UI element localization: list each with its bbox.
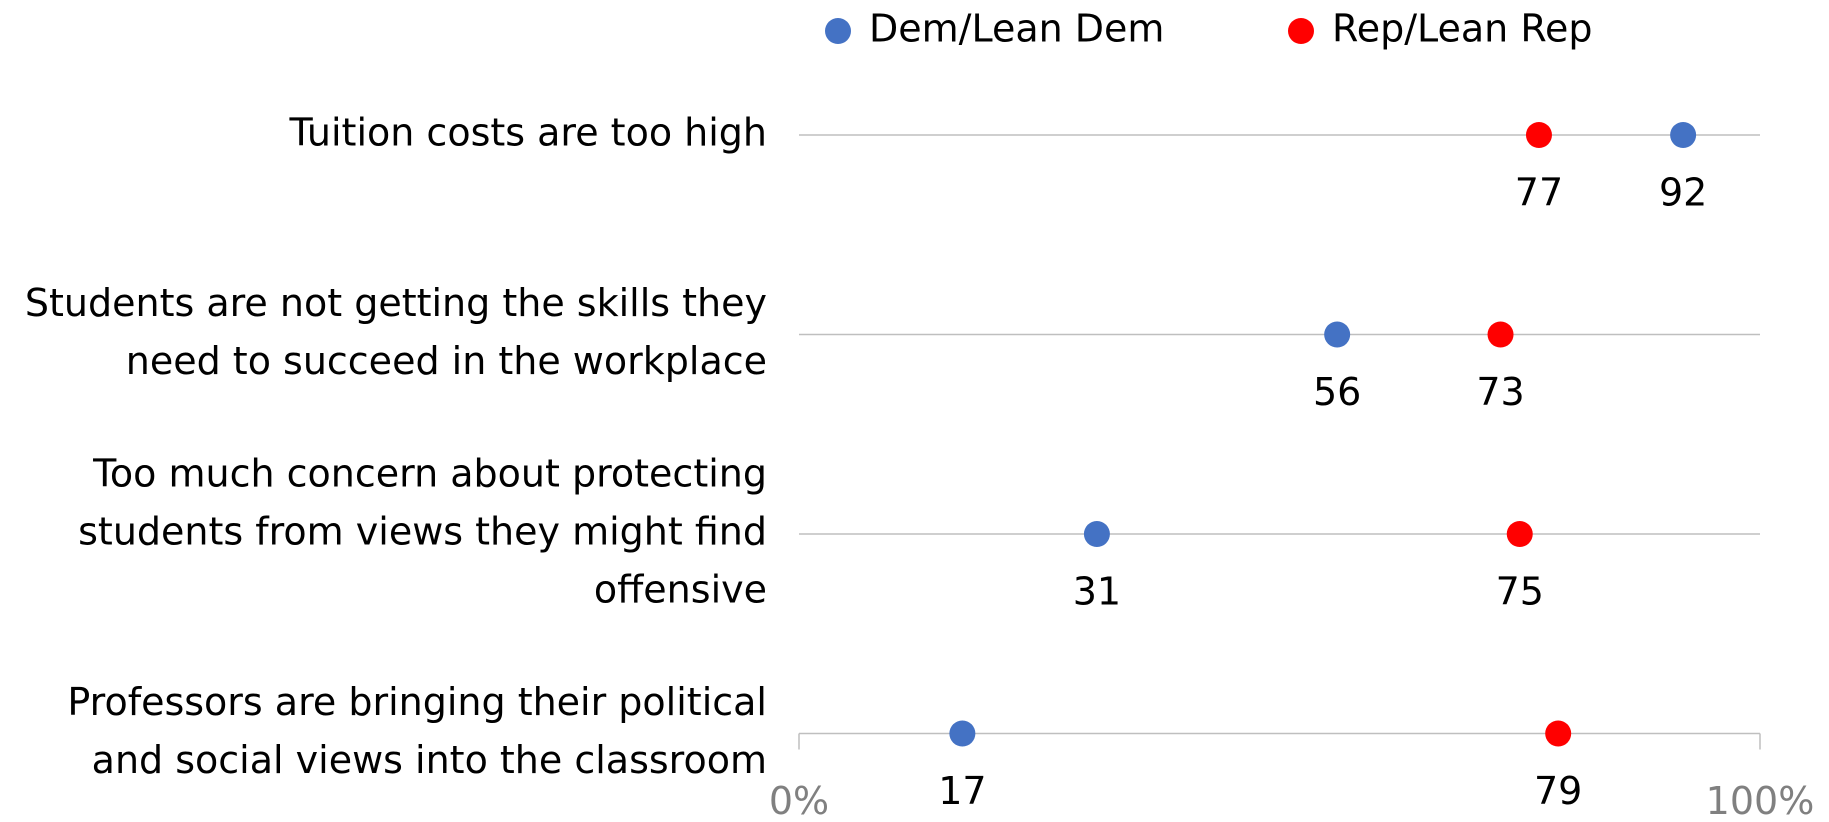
value-label: 17 [938, 769, 986, 813]
dot [1506, 521, 1533, 547]
value-label: 56 [1313, 370, 1361, 414]
dot [1545, 720, 1572, 747]
legend-label: Dem/Lean Dem [869, 7, 1164, 51]
dot [1525, 122, 1552, 148]
dot [1487, 321, 1514, 348]
x-tick-label: 0% [769, 779, 829, 822]
dot [1324, 321, 1351, 348]
category-label: students from views they might find [78, 510, 767, 554]
category-label: Professors are bringing their political [67, 680, 767, 724]
category-label: and social views into the classroom [92, 738, 767, 782]
value-label: 31 [1073, 570, 1121, 614]
value-label: 77 [1515, 171, 1563, 215]
value-label: 79 [1534, 769, 1582, 813]
value-label: 75 [1496, 570, 1544, 614]
category-label: Tuition costs are too high [288, 111, 767, 155]
value-label: 73 [1476, 370, 1524, 414]
value-label: 92 [1659, 171, 1707, 215]
category-label: Too much concern about protecting [92, 452, 767, 496]
legend-label: Rep/Lean Rep [1332, 7, 1593, 51]
category-label: Students are not getting the skills they [25, 281, 767, 325]
dot [1670, 122, 1697, 148]
legend-marker [1288, 18, 1314, 44]
category-label: offensive [594, 568, 767, 612]
x-tick-label: 100% [1706, 779, 1815, 822]
category-label: need to succeed in the workplace [126, 339, 767, 383]
dot [949, 720, 976, 747]
legend-marker [825, 18, 851, 44]
dot [1083, 521, 1110, 547]
